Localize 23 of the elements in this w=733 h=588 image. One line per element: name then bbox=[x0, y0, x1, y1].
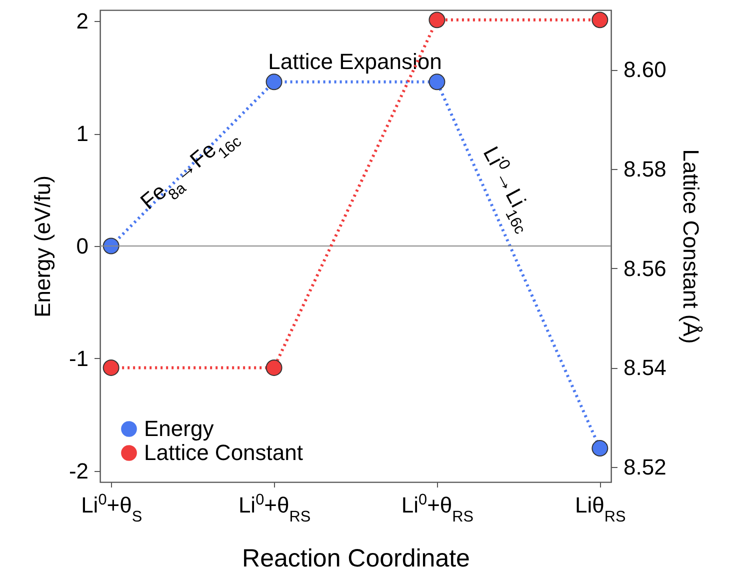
x-tick-label: Li$^{0}$+θ$_{RS}$ bbox=[238, 491, 311, 525]
y2-tick-label: 8.60 bbox=[624, 57, 666, 82]
y-tick-label: -1 bbox=[68, 346, 88, 371]
point bbox=[592, 440, 608, 457]
x-tick-label: Liθ$_{RS}$ bbox=[575, 492, 626, 525]
y-tick-label: 1 bbox=[76, 121, 88, 146]
point bbox=[428, 74, 446, 90]
x-axis-title: Reaction Coordinate bbox=[242, 544, 470, 572]
y2-tick-label: 8.54 bbox=[624, 355, 666, 380]
legend-label: Energy bbox=[144, 416, 214, 441]
x-tick-label: Li$^{0}$+θ$_{RS}$ bbox=[401, 491, 474, 525]
y2-tick-label: 8.52 bbox=[624, 454, 666, 480]
y2-tick-label: 8.58 bbox=[624, 156, 666, 182]
annotation: Lattice Expansion bbox=[268, 49, 442, 74]
point bbox=[266, 74, 282, 90]
y-tick-label: 0 bbox=[76, 234, 88, 258]
legend-label: Lattice Constant bbox=[144, 440, 303, 465]
y2-tick-label: 8.56 bbox=[624, 256, 666, 281]
y-tick-label: -2 bbox=[68, 458, 88, 484]
x-tick-label: Li$^{0}$+θ$_{S}$ bbox=[81, 491, 142, 525]
y-tick-label: 2 bbox=[76, 8, 88, 34]
y-axis-title: Energy (eV/fu) bbox=[30, 176, 55, 318]
y2-axis-title: Lattice Constant (Å) bbox=[678, 149, 704, 344]
